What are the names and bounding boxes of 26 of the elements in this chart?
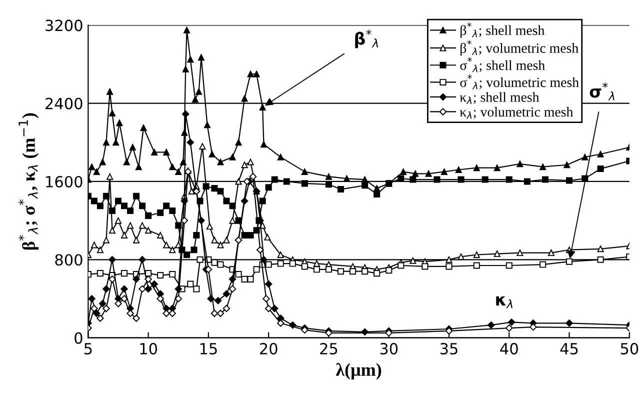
legend-label: κ$_{λ}$; volumetric mesh <box>460 106 574 119</box>
x-tick-label: 45 <box>560 343 578 354</box>
annotation: β$^{*}$$_{λ}$ <box>355 30 378 48</box>
y-tick-label: 800 <box>55 254 82 266</box>
y-tick-label: 0 <box>74 332 82 344</box>
annotation: κ$_{λ}$ <box>496 296 512 308</box>
annotation: σ$^{*}$$_{λ}$ <box>590 82 614 100</box>
x-tick-label: 50 <box>620 342 638 354</box>
x-axis-title: λ(μm) <box>336 362 382 380</box>
y-tick-label: 3200 <box>46 20 82 32</box>
y-tick-label: 2400 <box>46 98 82 110</box>
x-tick-label: 35 <box>440 342 458 354</box>
legend-label: β$^{*}$$_{λ}$; shell mesh <box>460 22 545 38</box>
x-tick-label: 30 <box>380 342 398 354</box>
x-tick-label: 5 <box>84 343 92 354</box>
text: β$^{*}$$_{λ}$; σ$^{*}$$_{λ}$, κ$_{λ}$ (m$^{−1}$) <box>18 113 39 250</box>
legend-label: κ$_{λ}$; shell mesh <box>460 92 540 104</box>
x-tick-label: 10 <box>140 342 158 354</box>
x-tick-label: 25 <box>320 342 338 354</box>
legend-label: β$^{*}$$_{λ}$; volumetric mesh <box>460 40 578 56</box>
x-tick-label: 40 <box>500 342 518 354</box>
legend-label: σ$^{*}$$_{λ}$; shell mesh <box>460 57 545 72</box>
legend-label: σ$^{*}$$_{λ}$; volumetric mesh <box>460 74 579 90</box>
x-tick-label: 15 <box>200 343 217 354</box>
x-tick-label: 20 <box>260 342 278 354</box>
y-tick-label: 1600 <box>46 176 82 188</box>
